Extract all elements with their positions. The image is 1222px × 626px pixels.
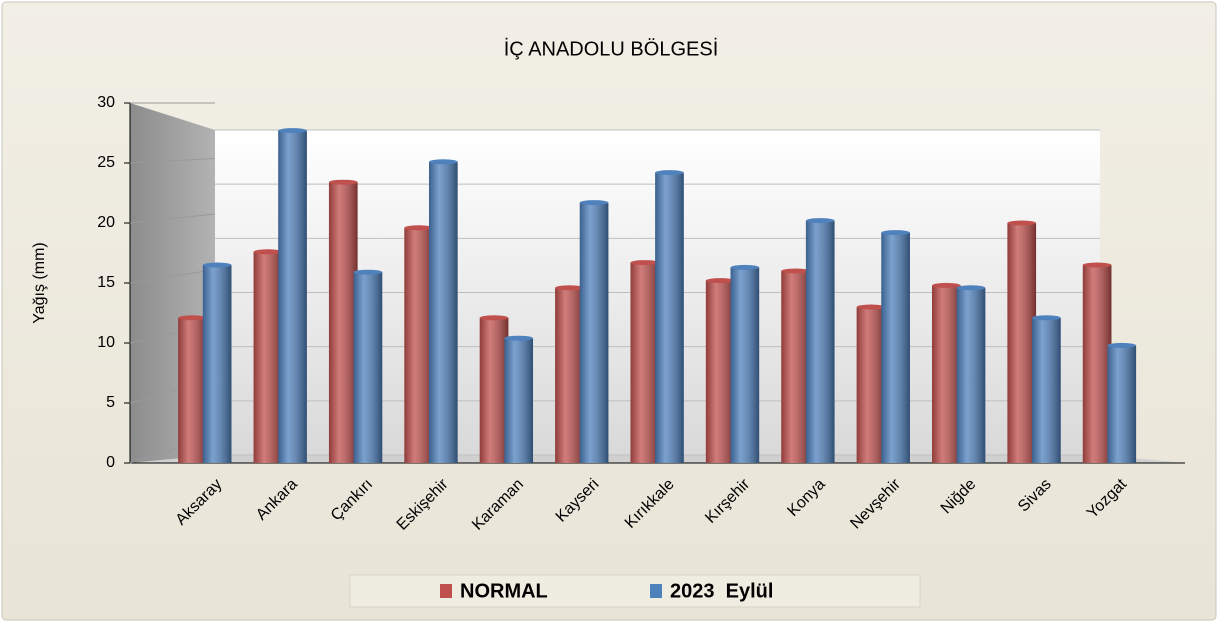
legend-swatch: [440, 584, 452, 598]
bar-shade: [655, 172, 684, 463]
bar-shade: [428, 161, 458, 464]
bar-shade: [1032, 317, 1061, 463]
y-tick-label: 5: [106, 394, 115, 411]
y-tick-label: 0: [106, 454, 115, 471]
bar-shade: [932, 285, 961, 463]
legend-label: NORMAL: [460, 580, 548, 602]
bar-shade: [1107, 345, 1137, 463]
bar-cap: [579, 200, 609, 206]
bar-cap: [705, 278, 735, 284]
bar-cap: [278, 128, 307, 134]
bar-cap: [730, 264, 760, 270]
legend-box: [349, 574, 921, 608]
bar-cap: [353, 269, 383, 275]
grid-line: [129, 213, 216, 224]
bar-shade: [253, 251, 283, 463]
bar-shade: [730, 267, 760, 463]
bar-cap: [404, 225, 433, 231]
bar-cap: [555, 285, 584, 291]
bar-shade: [278, 130, 307, 463]
bar-cap: [881, 230, 910, 236]
bar-shade: [479, 317, 509, 463]
bar-shade: [353, 272, 383, 463]
bar-cap: [655, 170, 684, 176]
bar-cap: [1107, 342, 1137, 348]
bar-shade: [881, 232, 910, 463]
bar-shade: [630, 262, 660, 463]
bar-cap: [178, 315, 207, 321]
bar-shade: [856, 307, 886, 463]
bar-cap: [932, 282, 961, 288]
bar-cap: [856, 304, 886, 310]
bar-cap: [630, 260, 660, 266]
bar-shade: [781, 271, 810, 463]
bar-cap: [1032, 315, 1061, 321]
bar-shade: [504, 338, 534, 463]
bar-cap: [202, 262, 232, 268]
bar-cap: [479, 315, 509, 321]
bar-shade: [328, 182, 358, 463]
bar-cap: [1007, 220, 1037, 226]
y-tick-label: 15: [97, 274, 115, 291]
bar-shade: [202, 265, 232, 463]
grid-line: [129, 269, 216, 284]
bar-shade: [404, 227, 433, 463]
y-tick-label: 10: [97, 334, 115, 351]
bar-cap: [781, 268, 810, 274]
bar-shade: [579, 202, 609, 463]
bar-cap: [253, 249, 283, 255]
bar-shade: [956, 287, 986, 463]
chart-title: İÇ ANADOLU BÖLGESİ: [504, 37, 719, 60]
bar-shade: [555, 287, 584, 463]
bar-cap: [428, 159, 458, 165]
bar-shade: [1082, 265, 1112, 463]
legend-label: 2023 Eylül: [670, 580, 773, 602]
y-tick-label: 25: [97, 154, 115, 171]
bar-cap: [956, 285, 986, 291]
bar-cap: [1082, 262, 1112, 268]
y-tick-label: 30: [97, 94, 115, 111]
y-tick-label: 20: [97, 214, 115, 231]
bar-shade: [1007, 223, 1037, 463]
bar-cap: [805, 218, 835, 224]
legend-swatch: [650, 584, 662, 598]
grid-line: [129, 158, 216, 164]
y-axis-label: Yağış (mm): [31, 242, 48, 323]
bar-shade: [805, 220, 835, 463]
bar-shade: [705, 280, 735, 463]
bar-cap: [328, 179, 358, 185]
bar-cap: [504, 335, 534, 341]
bar-shade: [178, 317, 207, 463]
